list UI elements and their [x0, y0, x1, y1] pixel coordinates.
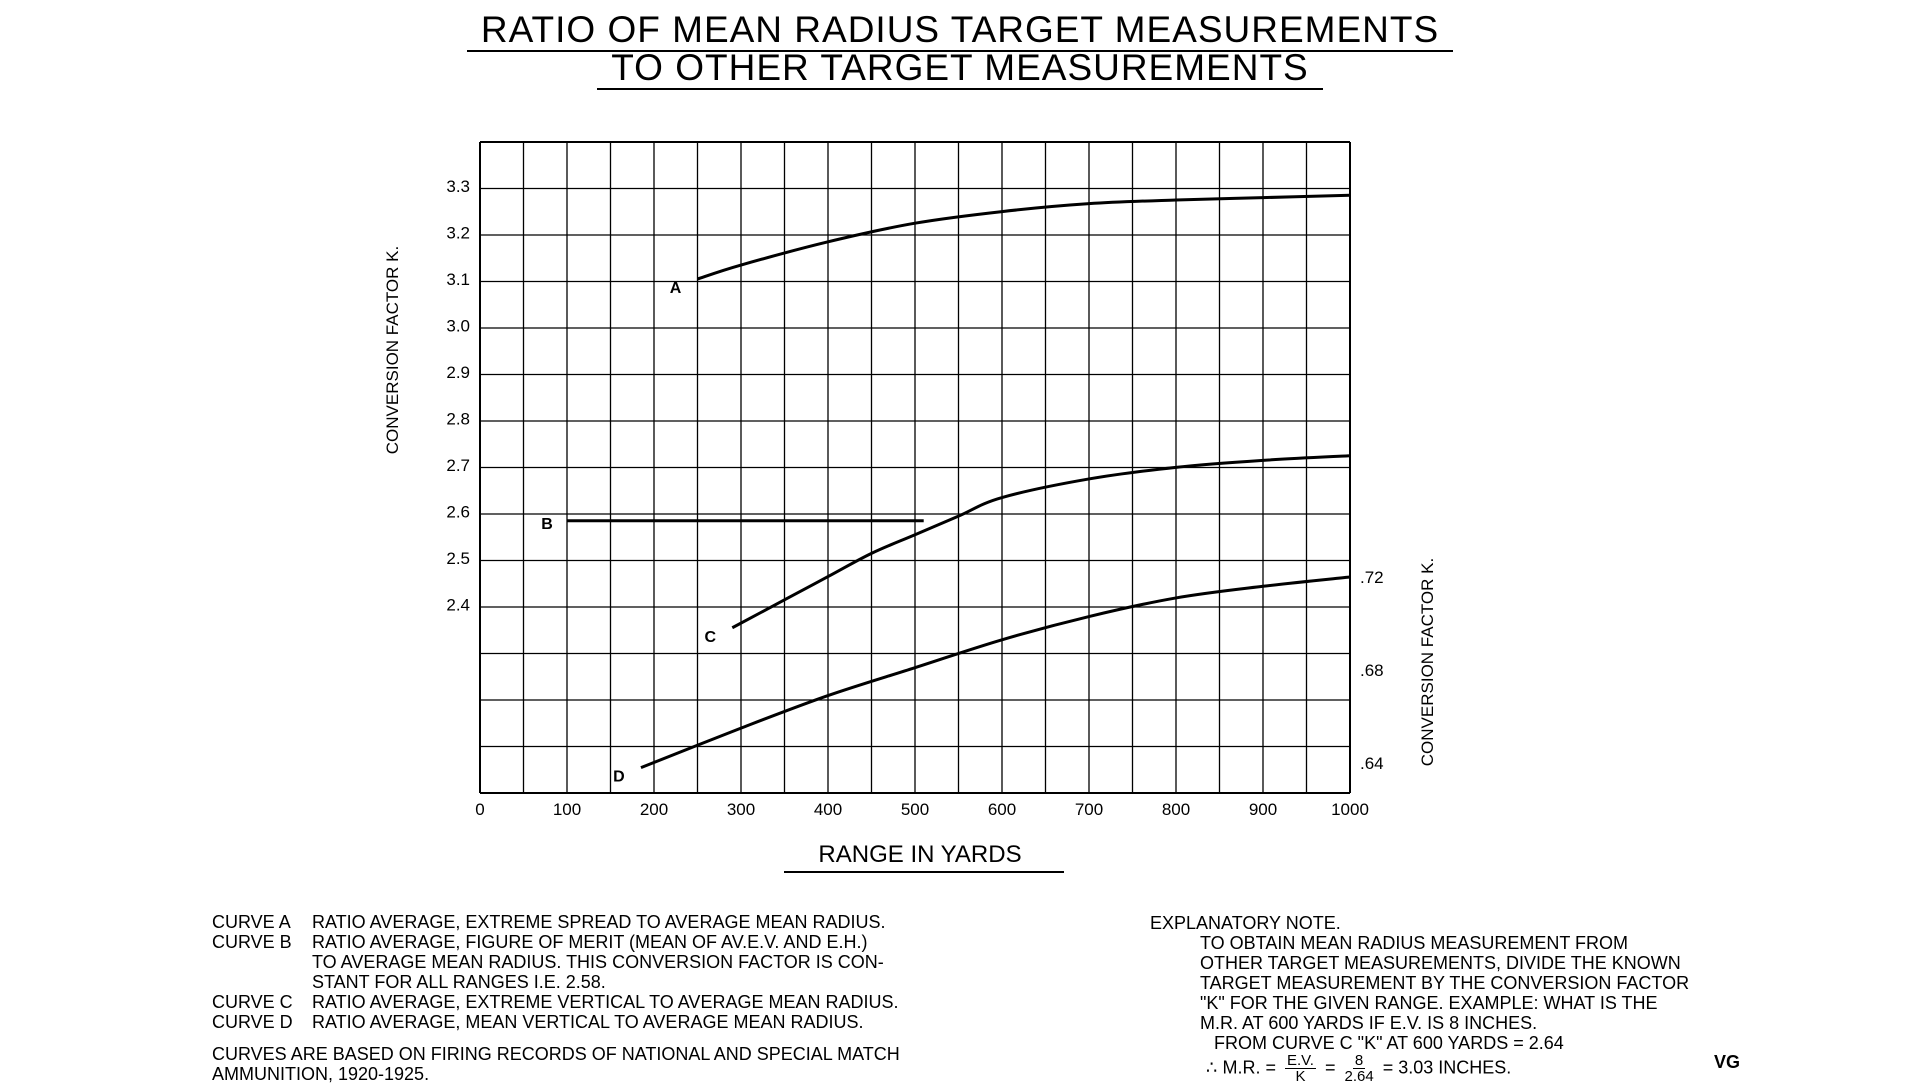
curve-legend-notes: CURVE A RATIO AVERAGE, EXTREME SPREAD TO … [212, 912, 972, 1032]
legend-note-row: CURVE D RATIO AVERAGE, MEAN VERTICAL TO A… [212, 1012, 972, 1032]
x-tick-label: 1000 [1331, 800, 1369, 819]
curve-c-line [731, 454, 1351, 630]
explanatory-note-formula: ∴ M.R. = E.V. K = 8 2.64 = 3.03 INCHES. [1150, 1053, 1750, 1084]
axis-tick-labels: 0 100 200 300 400 500 600 700 800 900 1000 3.3 3.2 3.… [446, 177, 1383, 819]
formula-result: = 3.03 INCHES. [1382, 1057, 1512, 1078]
fraction-1-denominator: K [1295, 1068, 1306, 1085]
chart-title-line-1: RATIO OF MEAN RADIUS TARGET MEASUREMENTS [0, 9, 1920, 52]
y-tick-label-right: .68 [1360, 661, 1384, 680]
curve-a-line [697, 193, 1351, 281]
legend-note-key: CURVE D [212, 1012, 293, 1032]
explanatory-note-line: M.R. AT 600 YARDS IF E.V. IS 8 INCHES. [1200, 1013, 1538, 1033]
y-axis-label-left: CONVERSION FACTOR K. [383, 246, 402, 454]
curve-a-label: A [670, 280, 682, 297]
explanatory-note: EXPLANATORY NOTE. TO OBTAIN MEAN RADIUS … [1150, 913, 1750, 1084]
y-axis-label-right: CONVERSION FACTOR K. [1418, 558, 1437, 766]
y-tick-label-left: 2.9 [446, 363, 470, 382]
explanatory-note-line: TO OBTAIN MEAN RADIUS MEASUREMENT FROM [1200, 933, 1629, 953]
curve-labels: A B C D [541, 280, 716, 786]
chart-curves [567, 193, 1351, 770]
x-tick-label: 500 [901, 800, 929, 819]
legend-note-row: CURVE C RATIO AVERAGE, EXTREME VERTICAL T… [212, 992, 972, 1012]
legend-note-text: RATIO AVERAGE, EXTREME VERTICAL TO AVERA… [312, 992, 899, 1012]
y-tick-label-left: 3.2 [446, 224, 470, 243]
y-tick-label-left: 2.8 [446, 410, 470, 429]
basis-note-line-2: AMMUNITION, 1920-1925. [212, 1064, 430, 1084]
x-tick-label: 800 [1162, 800, 1190, 819]
explanatory-note-heading: EXPLANATORY NOTE. [1150, 913, 1341, 933]
legend-note-text: TO AVERAGE MEAN RADIUS. THIS CONVERSION … [312, 952, 884, 972]
x-tick-label: 300 [727, 800, 755, 819]
legend-note-key [212, 952, 312, 972]
explanatory-note-line: TARGET MEASUREMENT BY THE CONVERSION FAC… [1200, 973, 1690, 993]
title-line-1-text: RATIO OF MEAN RADIUS TARGET MEASUREMENTS [466, 9, 1454, 52]
y-tick-label-left: 2.5 [446, 549, 470, 568]
formula-fraction-2: 8 2.64 [1345, 1053, 1374, 1084]
y-tick-label-left: 3.0 [446, 317, 470, 336]
title-line-2-text: TO OTHER TARGET MEASUREMENTS [597, 47, 1323, 90]
curve-d-line [640, 575, 1351, 770]
legend-note-row: CURVE A RATIO AVERAGE, EXTREME SPREAD TO … [212, 912, 972, 932]
explanatory-note-line: "K" FOR THE GIVEN RANGE. EXAMPLE: WHAT I… [1200, 993, 1658, 1013]
legend-note-text: RATIO AVERAGE, MEAN VERTICAL TO AVERAGE … [312, 1012, 864, 1032]
curve-b-label: B [541, 516, 553, 533]
formula-prefix: ∴ M.R. = [1206, 1057, 1276, 1078]
chart-figure: 0 100 200 300 400 500 600 700 800 900 1000 3.3 3.2 3.… [383, 141, 1437, 873]
fraction-1-numerator: E.V. [1284, 1052, 1316, 1069]
chart-grid [479, 141, 1351, 794]
x-tick-label: 600 [988, 800, 1016, 819]
basis-note-line-1: CURVES ARE BASED ON FIRING RECORDS OF NA… [212, 1044, 900, 1064]
explanatory-note-example: FROM CURVE C "K" AT 600 YARDS = 2.64 [1214, 1033, 1564, 1053]
x-axis-label: RANGE IN YARDS [818, 841, 1021, 868]
x-tick-label: 900 [1249, 800, 1277, 819]
y-tick-label-left: 2.4 [446, 596, 470, 615]
explanatory-note-lines: TO OBTAIN MEAN RADIUS MEASUREMENT FROM OT… [1150, 933, 1750, 1033]
legend-note-key: CURVE B [212, 932, 292, 952]
legend-note-row: STANT FOR ALL RANGES I.E. 2.58. [212, 972, 972, 992]
y-tick-label-right: .64 [1360, 754, 1384, 773]
fraction-2-numerator: 8 [1352, 1052, 1366, 1069]
legend-note-key [212, 972, 312, 992]
y-tick-label-left: 3.3 [446, 177, 470, 196]
formula-fraction-1: E.V. K [1284, 1052, 1316, 1085]
legend-note-row: TO AVERAGE MEAN RADIUS. THIS CONVERSION … [212, 952, 972, 972]
x-tick-label: 700 [1075, 800, 1103, 819]
x-tick-label: 200 [640, 800, 668, 819]
x-tick-label: 100 [553, 800, 581, 819]
legend-note-key: CURVE A [212, 912, 291, 932]
y-tick-label-left: 2.6 [446, 503, 470, 522]
x-tick-label: 400 [814, 800, 842, 819]
y-tick-label-right: .72 [1360, 568, 1384, 587]
formula-equals: = [1324, 1057, 1336, 1078]
fraction-2-denominator: 2.64 [1344, 1068, 1374, 1085]
legend-note-key: CURVE C [212, 992, 293, 1012]
y-tick-label-left: 3.1 [446, 270, 470, 289]
legend-note-row: CURVE B RATIO AVERAGE, FIGURE OF MERIT (M… [212, 932, 972, 952]
explanatory-note-line: OTHER TARGET MEASUREMENTS, DIVIDE THE KN… [1200, 953, 1681, 973]
basis-note: CURVES ARE BASED ON FIRING RECORDS OF NA… [212, 1044, 972, 1084]
draftsman-initials: VG [1714, 1052, 1741, 1072]
legend-note-text: STANT FOR ALL RANGES I.E. 2.58. [312, 972, 606, 992]
chart-title-line-2: TO OTHER TARGET MEASUREMENTS [0, 47, 1920, 90]
legend-note-text: RATIO AVERAGE, EXTREME SPREAD TO AVERAGE… [312, 912, 886, 932]
curve-d-label: D [613, 769, 625, 786]
curve-c-label: C [705, 629, 717, 646]
y-tick-label-left: 2.7 [446, 456, 470, 475]
x-tick-label: 0 [475, 800, 484, 819]
legend-note-text: RATIO AVERAGE, FIGURE OF MERIT (MEAN OF … [312, 932, 868, 952]
